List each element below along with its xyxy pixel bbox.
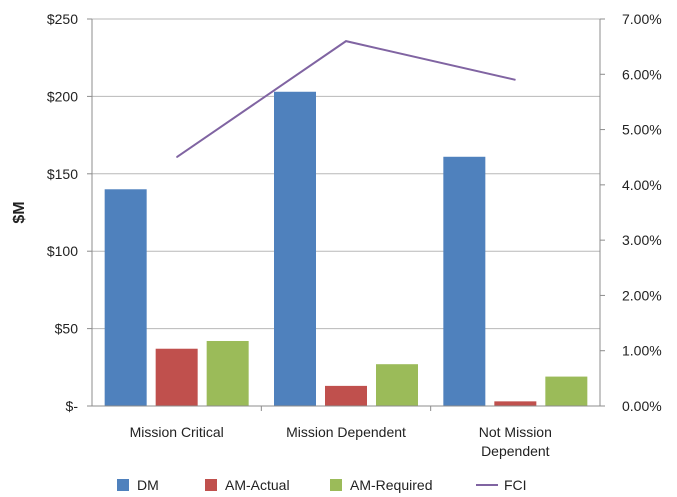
y2-tick-label: 3.00% — [622, 232, 662, 248]
category-label: Not Mission Dependent — [479, 424, 552, 459]
legend-label-am-required: AM-Required — [350, 477, 432, 493]
y2-tick-label: 6.00% — [622, 66, 662, 82]
legend: DM AM-Actual AM-Required FCI — [117, 477, 527, 493]
bar-am-required — [545, 376, 588, 406]
bar-dm — [443, 156, 486, 406]
y2-tick-label: 2.00% — [622, 287, 662, 303]
y2-tick-label: 5.00% — [622, 122, 662, 138]
point-fci — [345, 40, 347, 42]
legend-swatch-am-actual — [205, 479, 217, 491]
y2-tick-label: 7.00% — [622, 11, 662, 27]
fci-line — [176, 40, 516, 159]
point-fci — [514, 79, 516, 81]
y-tick-label: $100 — [47, 243, 78, 259]
category-label: Mission Dependent — [286, 424, 406, 440]
y-tick-label: $200 — [47, 88, 78, 104]
y-axis-label: $M — [11, 201, 28, 223]
bar-am-required — [206, 340, 249, 406]
y-tick-label: $250 — [47, 11, 78, 27]
legend-label-dm: DM — [137, 477, 159, 493]
legend-swatch-dm — [117, 479, 129, 491]
y2-tick-label: 4.00% — [622, 177, 662, 193]
gridlines — [92, 18, 600, 330]
y2-tick-label: 1.00% — [622, 343, 662, 359]
bars — [104, 91, 588, 407]
bar-am-actual — [325, 385, 367, 406]
category-labels: Mission Critical Mission Dependent Not Mis… — [130, 424, 552, 459]
bar-am-actual — [494, 401, 537, 406]
point-fci — [176, 156, 178, 158]
legend-swatch-am-required — [330, 479, 342, 491]
category-label: Mission Critical — [130, 424, 224, 440]
bar-am-required — [376, 364, 418, 406]
legend-label-am-actual: AM-Actual — [225, 477, 290, 493]
bar-am-actual — [155, 348, 198, 406]
y-tick-label: $- — [66, 398, 79, 414]
y2-tick-label: 0.00% — [622, 398, 662, 414]
y-tick-label: $150 — [47, 166, 78, 182]
bar-dm — [274, 91, 316, 407]
bar-dm — [104, 189, 147, 406]
y-tick-label: $50 — [55, 321, 79, 337]
line-fci — [176, 40, 516, 159]
tick-labels: $- $50 $100 $150 $200 $250 0.00% 1.00% 2.00% 3.00… — [47, 11, 662, 414]
legend-label-fci: FCI — [504, 477, 527, 493]
axes — [87, 18, 605, 411]
